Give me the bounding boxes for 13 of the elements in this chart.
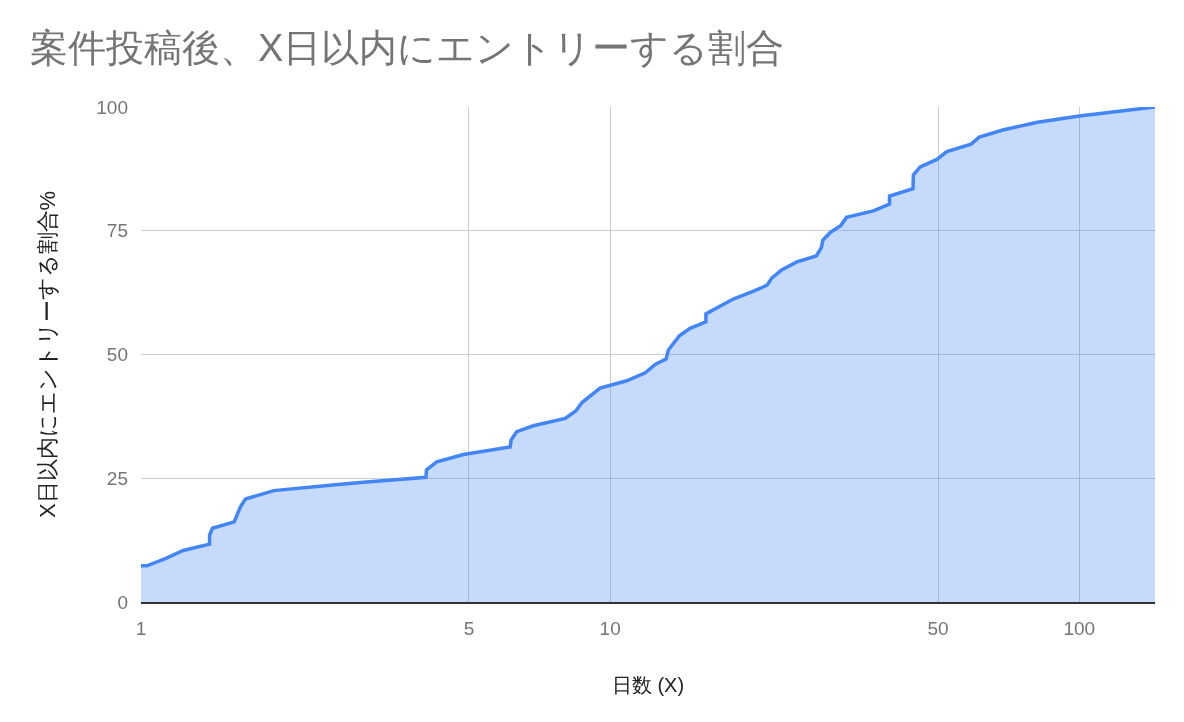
y-tick-label: 50 [106,344,128,366]
y-tick-label: 75 [106,220,128,242]
y-tick-label: 0 [117,591,128,613]
x-tick-label: 50 [927,617,949,639]
x-axis-title: 日数 (X) [611,673,685,696]
chart-title: 案件投稿後、X日以内にエントリーする割合 [30,27,785,70]
y-axis-title: X日以内にエントリーする割合% [35,190,61,519]
y-tick-label: 100 [96,96,128,118]
x-tick-label: 5 [463,617,475,639]
x-tick-label: 1 [135,617,147,639]
x-tick-label: 10 [599,617,621,639]
x-tick-label: 100 [1063,617,1096,639]
y-tick-label: 25 [106,467,128,489]
